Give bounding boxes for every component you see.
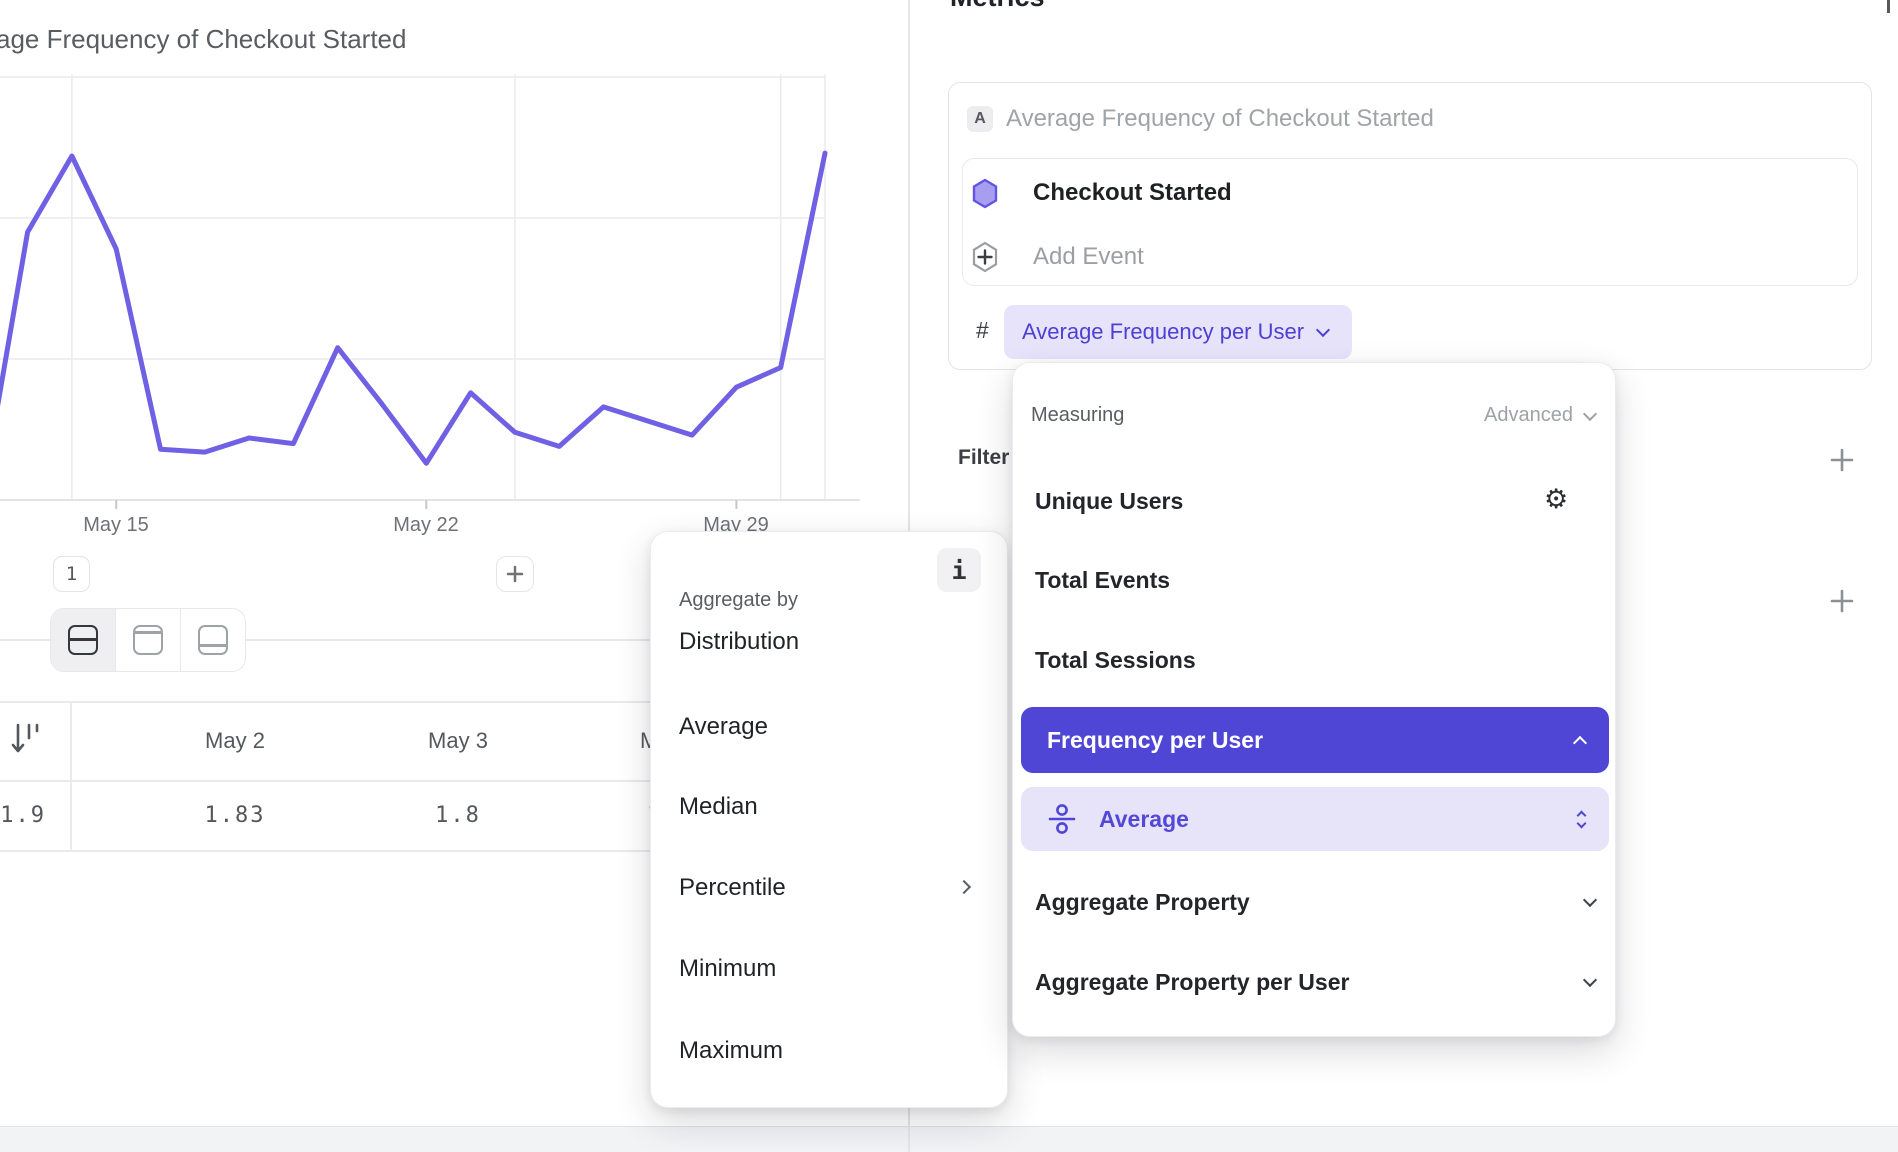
sort-descending-icon[interactable] bbox=[10, 722, 42, 756]
table-cell-may-2: 1.83 bbox=[204, 803, 266, 828]
add-series-button[interactable] bbox=[496, 556, 534, 592]
table-cell-cut: 1.9 bbox=[0, 803, 46, 828]
aggregate-property-label: Aggregate Property bbox=[1035, 889, 1250, 915]
chevron-up-icon bbox=[1572, 735, 1588, 750]
view-chart-only-button[interactable] bbox=[115, 609, 180, 671]
average-divide-icon bbox=[1048, 804, 1076, 834]
chevron-down-icon bbox=[1316, 322, 1331, 338]
event-name[interactable]: Checkout Started bbox=[1033, 179, 1232, 206]
table-cell-may-3: 1.8 bbox=[435, 803, 481, 828]
table-only-icon bbox=[198, 625, 228, 655]
filter-section-title: Filter bbox=[958, 446, 1010, 469]
menu-item-distribution[interactable]: Distribution bbox=[679, 628, 800, 655]
table-header-may-3[interactable]: May 3 bbox=[428, 728, 488, 753]
metrics-section-title: Metrics bbox=[950, 0, 1045, 11]
table-top-border bbox=[0, 701, 908, 703]
selected-item-label: Frequency per User bbox=[1047, 726, 1264, 753]
menu-item-total-events[interactable]: Total Events bbox=[1035, 567, 1171, 593]
chevron-down-icon bbox=[1582, 972, 1598, 987]
metric-name-input[interactable]: Average Frequency of Checkout Started bbox=[1006, 105, 1434, 132]
advanced-toggle[interactable]: Advanced bbox=[1484, 404, 1598, 427]
x-axis-label-may-29: May 29 bbox=[703, 514, 769, 536]
menu-item-maximum[interactable]: Maximum bbox=[679, 1037, 784, 1064]
measuring-header: Measuring bbox=[1031, 404, 1125, 426]
series-badge-button[interactable]: 1 bbox=[53, 556, 90, 592]
add-breakdown-button[interactable] bbox=[1830, 589, 1854, 613]
menu-item-median[interactable]: Median bbox=[679, 793, 758, 820]
menu-item-frequency-per-user-selected[interactable]: Frequency per User bbox=[1021, 707, 1609, 773]
table-bottom-border bbox=[0, 850, 908, 852]
menu-item-percentile[interactable]: Percentile bbox=[679, 874, 786, 901]
menu-subitem-average[interactable]: Average bbox=[1021, 787, 1609, 851]
chart-title: age Frequency of Checkout Started bbox=[0, 24, 407, 54]
table-header-divider bbox=[0, 780, 908, 782]
view-split-button[interactable] bbox=[51, 609, 115, 671]
menu-item-aggregate-property-per-user[interactable]: Aggregate Property per User bbox=[1035, 967, 1598, 997]
gear-icon[interactable]: ⚙ bbox=[1544, 484, 1569, 515]
metric-letter-badge: A bbox=[967, 106, 993, 132]
event-card bbox=[962, 158, 1858, 286]
event-hexagon-icon bbox=[972, 178, 998, 209]
x-axis-label-may-22: May 22 bbox=[393, 514, 459, 536]
hash-symbol: # bbox=[976, 317, 989, 343]
plus-icon bbox=[506, 565, 524, 583]
chevron-down-icon bbox=[1582, 892, 1598, 907]
bottom-window-strip bbox=[0, 1126, 1898, 1152]
chevron-right-icon bbox=[956, 879, 972, 895]
x-axis-label-may-15: May 15 bbox=[83, 514, 149, 536]
menu-item-total-sessions[interactable]: Total Sessions bbox=[1035, 647, 1196, 673]
view-layout-toggle bbox=[50, 608, 246, 672]
add-event-button[interactable]: Add Event bbox=[1033, 243, 1144, 270]
menu-item-aggregate-property[interactable]: Aggregate Property bbox=[1035, 887, 1598, 917]
advanced-label: Advanced bbox=[1484, 404, 1573, 426]
frequency-line-chart bbox=[0, 74, 860, 509]
measurement-pill-label: Average Frequency per User bbox=[1022, 319, 1305, 344]
info-icon[interactable]: i bbox=[937, 548, 981, 592]
aggregate-property-per-user-label: Aggregate Property per User bbox=[1035, 969, 1350, 995]
menu-item-minimum[interactable]: Minimum bbox=[679, 955, 777, 982]
chevron-down-icon bbox=[1582, 406, 1598, 421]
aggregate-by-header: Aggregate by bbox=[679, 589, 798, 611]
table-header-may-2[interactable]: May 2 bbox=[205, 728, 265, 753]
aggregate-by-menu: Aggregate by i Distribution Average Medi… bbox=[650, 531, 1008, 1108]
chart-only-icon bbox=[133, 625, 163, 655]
add-filter-button[interactable] bbox=[1830, 448, 1854, 472]
add-event-icon[interactable] bbox=[970, 241, 1000, 273]
cut-plus-icon[interactable] bbox=[1887, 0, 1890, 13]
menu-item-unique-users[interactable]: Unique Users bbox=[1035, 488, 1184, 514]
up-down-chevrons-icon bbox=[1576, 810, 1587, 828]
view-table-only-button[interactable] bbox=[180, 609, 245, 671]
measurement-dropdown-pill[interactable]: Average Frequency per User bbox=[1004, 305, 1352, 359]
table-column-divider bbox=[70, 701, 72, 851]
average-subitem-label: Average bbox=[1099, 805, 1189, 832]
measuring-menu: Measuring Advanced Unique Users ⚙ Total … bbox=[1012, 362, 1616, 1037]
section-divider bbox=[0, 639, 908, 641]
split-view-icon bbox=[68, 625, 98, 655]
menu-item-average[interactable]: Average bbox=[679, 713, 768, 740]
